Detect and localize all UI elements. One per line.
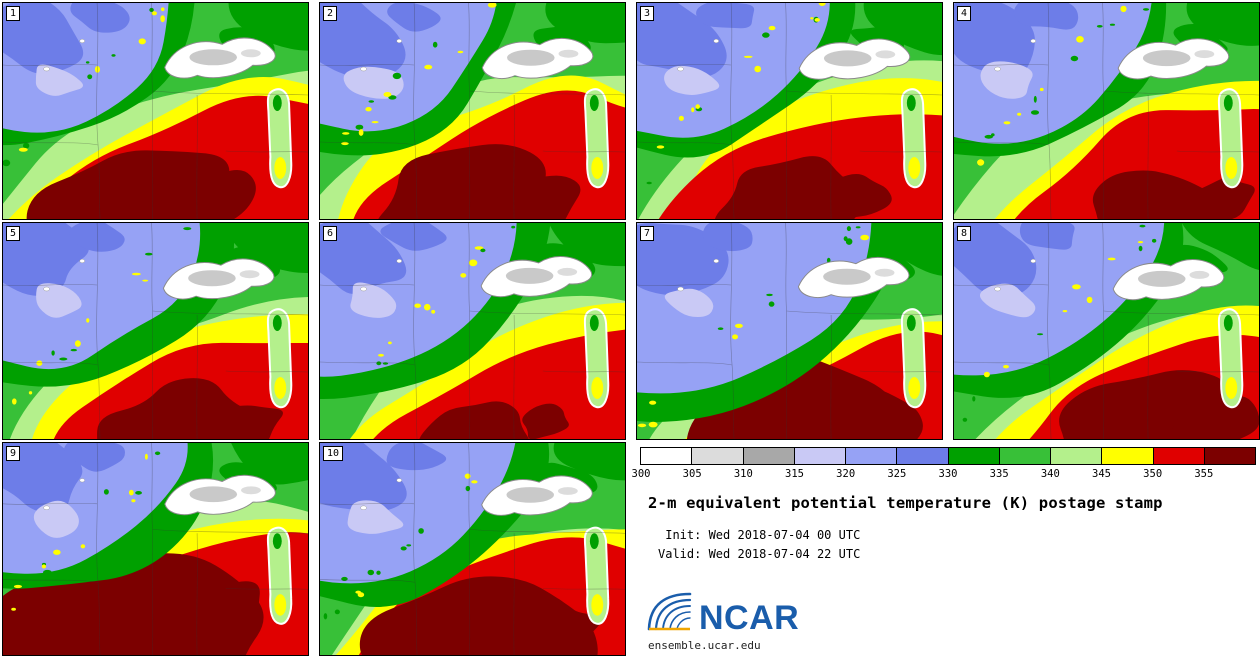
panel-number: 1 [6,6,21,21]
colorbar-tick: 305 [682,468,702,480]
panel-number: 6 [323,226,338,241]
colorbar-segment-350 [1152,448,1204,464]
colorbar-segment-335 [998,448,1050,464]
colorbar-tick: 300 [631,468,651,480]
colorbar-segment-340 [1050,448,1102,464]
ensemble-panel-8: 8 [953,222,1260,440]
colorbar-ticks: 300 305 310 315 320 325 330 335 340 345 350 355 [632,465,1256,481]
ensemble-panel-5: 5 [2,222,309,440]
ensemble-panel-7: 7 [636,222,943,440]
colorbar-segment-310 [742,448,794,464]
chart-title: 2-m equivalent potential temperature (K)… [648,494,1163,512]
ncar-logo: NCAR [646,588,1256,637]
colorbar-tick: 310 [733,468,753,480]
legend-block: 300 305 310 315 320 325 330 335 340 345 350 355 2-m… [632,447,1256,653]
colorbar-segment-330 [947,448,999,464]
colorbar: 300 305 310 315 320 325 330 335 340 345 350 355 [632,447,1256,481]
panel-number: 2 [323,6,338,21]
init-time: Init: Wed 2018-07-04 00 UTC [658,528,861,542]
ensemble-panel-6: 6 [319,222,626,440]
ensemble-panel-4: 4 [953,2,1260,220]
ensemble-panel-2: 2 [319,2,626,220]
colorbar-segment-325 [896,448,948,464]
member-map [3,443,308,655]
panel-number: 8 [957,226,972,241]
member-map [954,3,1259,219]
panel-number: 10 [323,446,344,461]
colorbar-segment-305 [691,448,743,464]
ncar-logo-text: NCAR [699,598,800,637]
time-info: Init: Wed 2018-07-04 00 UTC Valid: Wed 2… [658,526,1256,563]
colorbar-tick: 335 [989,468,1009,480]
colorbar-tick: 350 [1143,468,1163,480]
member-map [320,3,625,219]
colorbar-segment-315 [793,448,845,464]
panel-number: 9 [6,446,21,461]
colorbar-segment-345 [1101,448,1153,464]
colorbar-tick: 330 [938,468,958,480]
ensemble-panel-1: 1 [2,2,309,220]
colorbar-tick: 355 [1194,468,1214,480]
colorbar-tick: 345 [1092,468,1111,480]
colorbar-tick: 340 [1040,468,1060,480]
panel-number: 3 [640,6,655,21]
panel-number: 4 [957,6,972,21]
valid-time: Valid: Wed 2018-07-04 22 UTC [658,546,861,561]
panel-number: 7 [640,226,655,241]
member-map [320,443,625,655]
colorbar-tick: 315 [785,468,804,480]
colorbar-segments [640,447,1256,465]
member-map [637,223,942,439]
colorbar-segment-300 [641,448,692,464]
ensemble-panel-10: 10 [319,442,626,656]
colorbar-tick: 325 [887,468,907,480]
member-map [320,223,625,439]
colorbar-segment-355 [1203,448,1255,464]
ensemble-panel-3: 3 [636,2,943,220]
ensemble-panel-9: 9 [2,442,309,656]
member-map [3,223,308,439]
member-map [954,223,1259,439]
panel-number: 5 [6,226,21,241]
colorbar-segment-320 [845,448,897,464]
member-map [637,3,942,219]
member-map [3,3,308,219]
site-url: ensemble.ucar.edu [648,639,761,653]
colorbar-tick: 320 [836,468,856,480]
ncar-logo-mark [647,592,692,631]
